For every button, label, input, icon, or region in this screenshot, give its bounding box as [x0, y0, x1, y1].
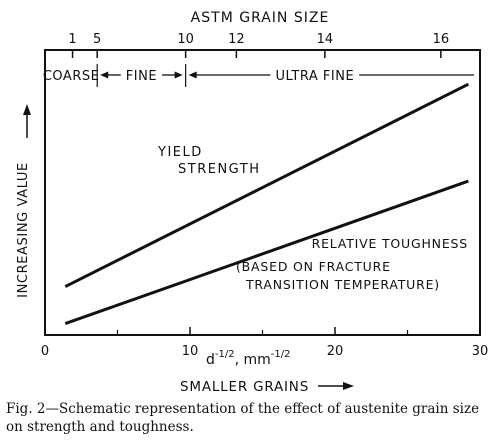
toughness-label-line3: TRANSITION TEMPERATURE)	[245, 277, 440, 292]
region-span-arrowhead	[188, 71, 197, 79]
yield-strength-label-line2: STRENGTH	[178, 162, 261, 177]
y-axis-label: INCREASING VALUE	[16, 162, 31, 298]
relative-toughness-line	[64, 179, 469, 326]
top-axis-tick-label: 12	[228, 32, 245, 47]
data-series	[64, 82, 470, 326]
region-label: ULTRA FINE	[275, 69, 354, 84]
x-axis-tick-label: 10	[182, 344, 199, 359]
region-span-arrowhead	[100, 71, 109, 79]
figure-caption: Fig. 2—Schematic representation of the e…	[6, 401, 480, 435]
top-axis-tick-label: 5	[93, 32, 101, 47]
region-label: FINE	[126, 69, 157, 84]
x-axis-ticks: 0 10 20 30	[41, 327, 488, 359]
grain-size-regions: COARSE FINE ULTRA FINE	[43, 64, 474, 87]
yield-strength-line	[64, 82, 470, 288]
yield-strength-label-line1: YIELD	[157, 145, 203, 160]
plot-frame	[44, 49, 481, 336]
top-axis-tick-label: 10	[177, 32, 194, 47]
x-axis-label-base: d	[206, 352, 215, 368]
y-axis-arrow-head	[23, 104, 31, 115]
x-axis-label-exponent: -1/2	[215, 349, 235, 360]
toughness-label-line1: RELATIVE TOUGHNESS	[312, 236, 468, 251]
region-label: COARSE	[43, 69, 99, 84]
x-axis-label-unit-exponent: -1/2	[271, 349, 291, 360]
region-span-arrowhead	[174, 71, 183, 79]
x-axis-label: d-1/2, mm-1/2	[206, 349, 290, 368]
top-axis-ticks: 1 5 10 12 14 16	[68, 32, 449, 58]
top-axis-tick-label: 16	[433, 32, 450, 47]
top-axis-title: ASTM GRAIN SIZE	[191, 10, 330, 26]
x-direction-label: SMALLER GRAINS	[180, 379, 309, 395]
x-direction-arrow-head	[343, 382, 354, 390]
x-axis-label-unit: , mm	[235, 352, 271, 368]
toughness-label-line2: (BASED ON FRACTURE	[236, 259, 391, 274]
top-axis-tick-label: 1	[68, 32, 76, 47]
x-axis-tick-label: 30	[472, 344, 489, 359]
top-axis-tick-label: 14	[317, 32, 334, 47]
x-axis-tick-label: 0	[41, 344, 49, 359]
y-axis-label-group: INCREASING VALUE	[16, 162, 31, 298]
x-axis-tick-label: 20	[327, 344, 344, 359]
